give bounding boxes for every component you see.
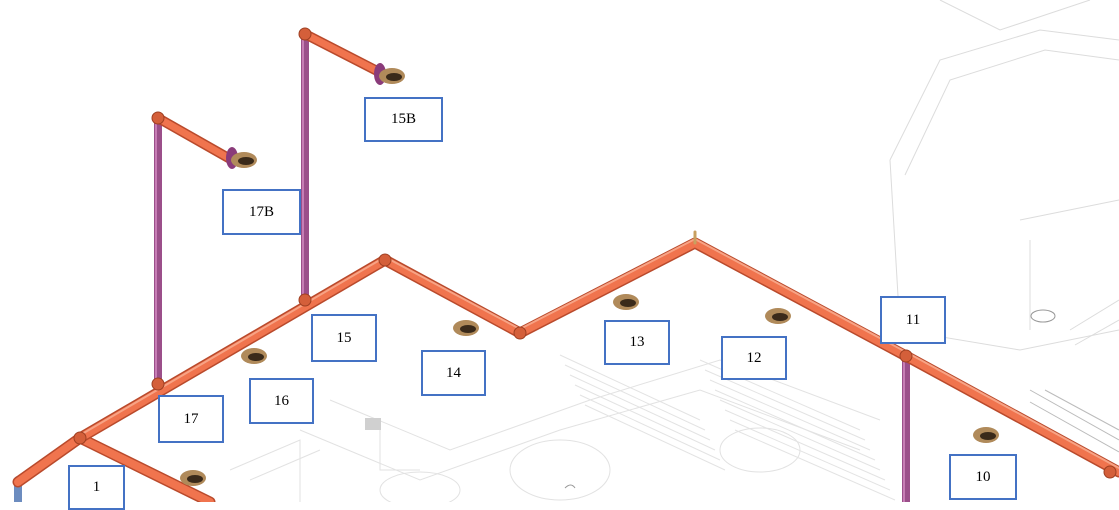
label-10: 10 [949,454,1017,500]
sprinkler-head-icon [765,308,791,324]
branch-arms [153,29,390,165]
label-17b: 17B [222,189,301,235]
label-11: 11 [880,296,946,344]
label-16: 16 [249,378,314,424]
background-floor-plan [889,0,1119,453]
sprinkler-head-icon [374,63,405,85]
label-1: 1 [68,465,125,510]
label-15b: 15B [364,97,443,142]
sprinkler-head-icon [613,294,639,310]
background-floor-grid [229,359,881,502]
sprinkler-head-icon [241,348,267,364]
sprinkler-head-icon [453,320,479,336]
riser-pipes [14,30,910,502]
sprinkler-heads [180,63,999,486]
label-17: 17 [158,395,224,443]
label-13: 13 [604,320,670,365]
sprinkler-head-icon [973,427,999,443]
sprinkler-head-icon [180,470,206,486]
label-12: 12 [721,336,787,380]
main-pipe [12,230,1119,502]
label-15: 15 [311,314,377,362]
sprinkler-head-icon [226,147,257,169]
pipe-fittings [73,27,1117,479]
label-14: 14 [421,350,486,396]
background-hatching [559,354,896,501]
